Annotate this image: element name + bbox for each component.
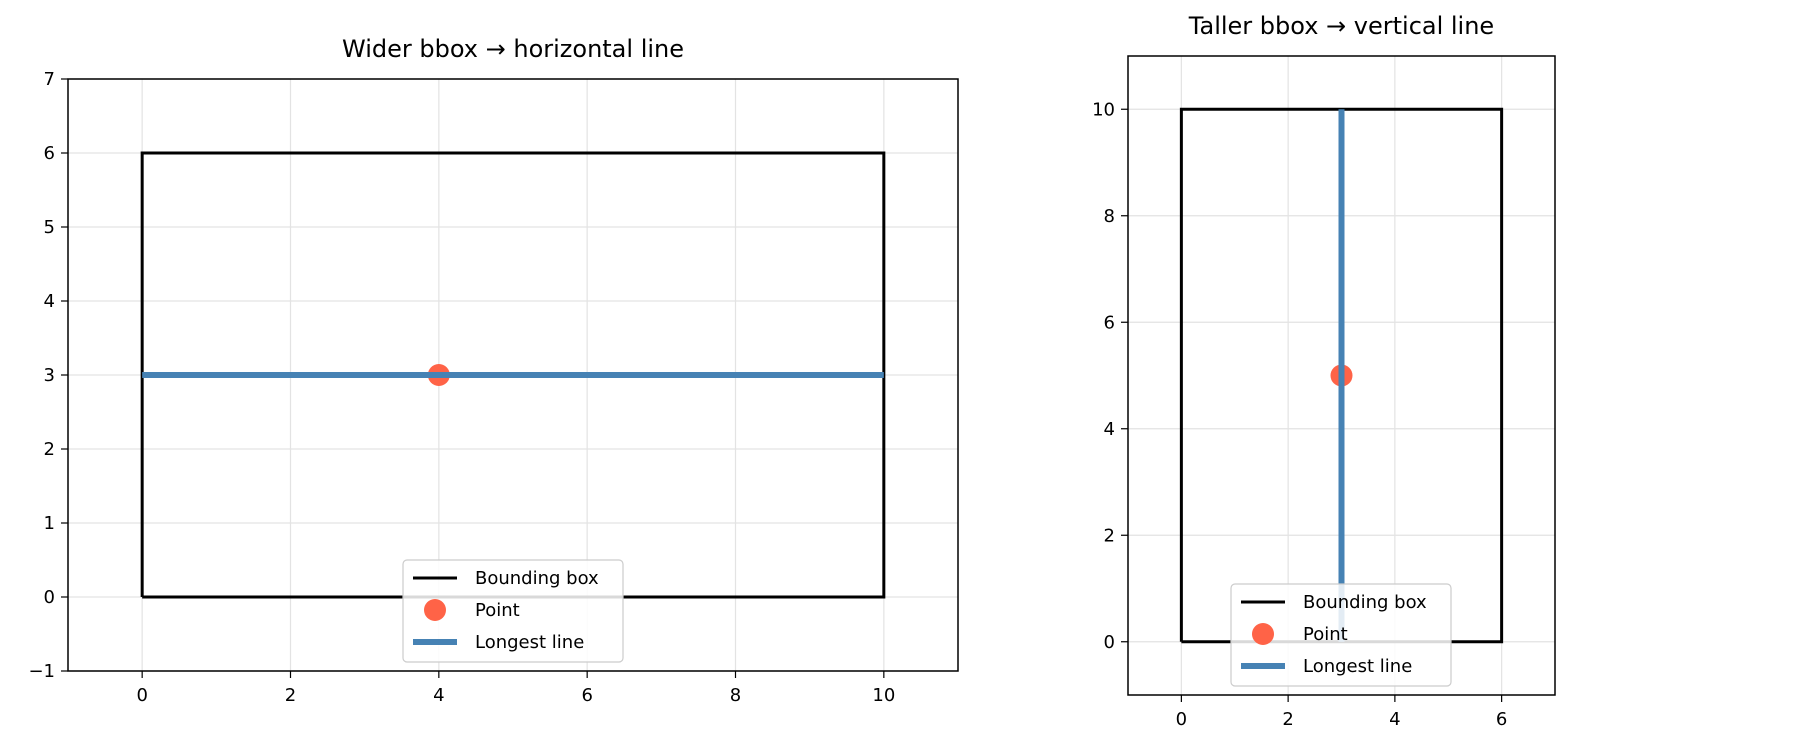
legend: Bounding box Point Longest line [1230,583,1452,687]
legend-handle-marker [424,599,446,621]
legend-handle-marker [1252,623,1274,645]
y-tick-label: −1 [28,661,55,682]
legend-label: Point [1303,624,1348,645]
chart-title: Taller bbox → vertical line [1188,12,1494,40]
x-tick-label: 6 [1496,709,1507,730]
x-tick-label: 2 [1282,709,1293,730]
x-tick-label: 2 [285,685,296,706]
y-tick-label: 6 [1104,312,1115,333]
y-tick-label: 1 [44,513,55,534]
y-tick-label: 6 [44,143,55,164]
x-tick-label: 10 [872,685,895,706]
legend-label: Longest line [1303,656,1412,677]
chart-1: 0 2 4 6 8 10 −1 0 1 2 3 4 5 6 7 Wider bbox → horizontal… [28,35,959,706]
x-tick-label: 8 [730,685,741,706]
x-tick-label: 6 [581,685,592,706]
y-tick-label: 4 [1104,419,1115,440]
x-tick-label: 0 [136,685,147,706]
y-tick-label: 0 [1104,632,1115,653]
legend-box [1230,583,1452,687]
chart-title: Wider bbox → horizontal line [342,35,684,63]
x-tick-label: 4 [1389,709,1400,730]
y-tick-label: 10 [1092,99,1115,120]
y-tick-label: 2 [1104,525,1115,546]
legend-label: Longest line [475,632,584,653]
x-tick-label: 0 [1176,709,1187,730]
bounding-box-line [140,151,886,599]
legend-box [402,559,624,663]
legend-label: Point [475,600,520,621]
y-tick-label: 4 [44,291,55,312]
y-tick-label: 8 [1104,206,1115,227]
y-tick-label: 2 [44,439,55,460]
y-tick-label: 3 [44,365,55,386]
x-tick-label: 4 [433,685,444,706]
y-tick-label: 5 [44,217,55,238]
legend-label: Bounding box [1303,592,1427,613]
axes-frame [1127,55,1556,696]
chart-2: 0 2 4 6 0 2 4 6 8 10 Taller bbox → vertical line Bo… [1092,12,1556,730]
legend: Bounding box Point Longest line [402,559,624,663]
legend-label: Bounding box [475,568,599,589]
y-tick-label: 7 [44,69,55,90]
y-tick-label: 0 [44,587,55,608]
